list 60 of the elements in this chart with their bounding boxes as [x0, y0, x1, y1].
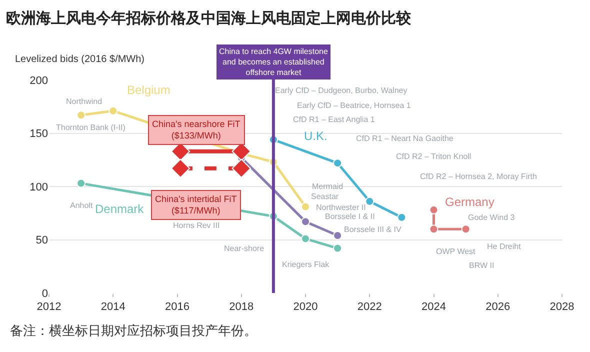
annotation: Mermaid: [312, 182, 344, 191]
y-tick-label: 0: [42, 288, 48, 300]
y-tick-label: 100: [30, 181, 48, 194]
annotation: CfD R1 – East Anglia 1: [293, 115, 376, 124]
series-label: Germany: [445, 195, 494, 209]
y-tick-label: 50: [36, 234, 48, 247]
annotation: Early CfD – Dudgeon, Burbo, Walney: [275, 86, 408, 95]
series-label: China's intertidal FiT ($117/MWh): [155, 194, 238, 216]
annotation: Near-shore: [224, 244, 265, 253]
text: 备注：横坐标日期对应招标项目投产年份。: [10, 323, 257, 339]
annotation: CfD R2 – Triton Knoll: [396, 152, 472, 161]
point: [461, 224, 470, 234]
x-tick-label: 2014: [100, 301, 126, 314]
point: [76, 110, 86, 120]
point: [170, 158, 190, 178]
annotation: OWP West: [436, 247, 476, 256]
annotation: Kriegers Flak: [282, 260, 330, 269]
series-label: Denmark: [95, 202, 145, 216]
point: [232, 158, 251, 178]
point: [301, 234, 310, 244]
annotation: CfD R2 – Hornsea 2, Moray Firth: [420, 172, 537, 181]
series-label: U.K.: [304, 129, 328, 143]
x-tick-label: 2024: [422, 301, 446, 314]
point: [76, 178, 86, 188]
y-tick-label: 150: [30, 128, 48, 140]
annotation: Borssele I & II: [325, 212, 375, 221]
annotation: Northwester II: [316, 203, 366, 212]
annotation: Borssele III & IV: [344, 225, 402, 234]
y-axis-title: Levelized bids (2016 $/MWh): [15, 54, 145, 65]
point: [301, 202, 310, 212]
point: [365, 196, 374, 206]
x-tick-label: 2018: [229, 301, 254, 314]
x-tick-label: 2012: [36, 301, 62, 314]
annotation: Anholt: [70, 201, 94, 210]
annotation: Seastar: [311, 192, 339, 201]
annotation: Thornton Bank (I-II): [56, 123, 126, 132]
point: [108, 106, 118, 116]
x-tick-label: 2026: [486, 301, 510, 314]
y-tick-label: 200: [30, 74, 48, 87]
annotation: Early CfD – Beatrice, Hornsea 1: [297, 101, 412, 110]
ref-line-label: China to reach 4GW milestone and becomes an established offshore market: [219, 47, 328, 77]
annotation: Gode Wind 3: [468, 213, 516, 222]
point: [429, 224, 438, 234]
x-tick-label: 2022: [357, 301, 382, 314]
x-tick-label: 2028: [550, 301, 574, 314]
annotation: CfD R1 – Neart Na Gaoithe: [356, 134, 454, 143]
x-tick-label: 2016: [165, 301, 190, 314]
point: [333, 158, 342, 168]
point: [333, 244, 342, 253]
chart-title: 欧洲海上风电今年招标价格及中国海上风电固定上网电价比较: [6, 8, 412, 27]
point: [397, 212, 406, 222]
series-label: China's nearshore FiT ($133/MWh): [152, 119, 241, 141]
point: [301, 217, 310, 226]
x-tick-label: 2020: [293, 301, 318, 314]
annotation: He Dreiht: [487, 242, 522, 251]
series-label: Belgium: [127, 83, 170, 97]
annotation: BRW II: [469, 261, 494, 270]
point: [429, 205, 438, 214]
annotation: Northwind: [66, 97, 102, 106]
annotation: Horns Rev III: [173, 221, 220, 230]
